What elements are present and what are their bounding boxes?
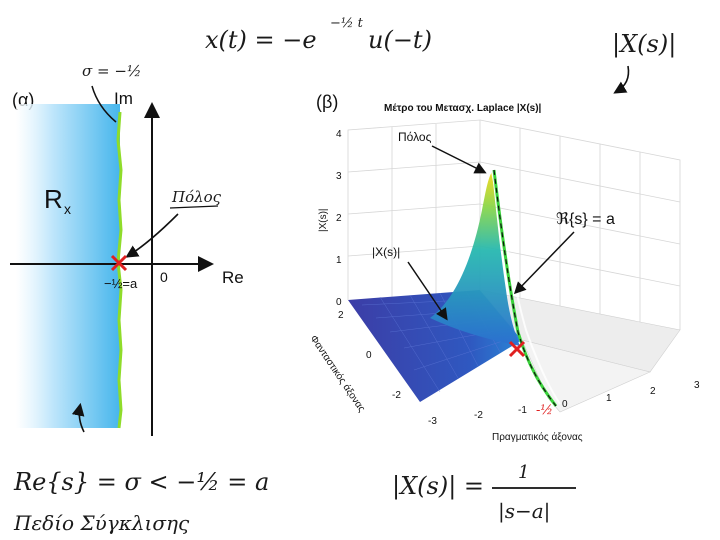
x-tick-2: 2 — [650, 386, 656, 397]
roc-caption: Πεδίο Σύγκλισης — [13, 511, 190, 535]
y-axis-label: Φανταστικός άξονας — [308, 333, 368, 414]
x-tick-neg2: -2 — [474, 410, 483, 421]
sigma-note-line — [91, 85, 117, 123]
y-tick-2: 2 — [338, 310, 344, 321]
magnitude-numerator: 1 — [518, 462, 529, 483]
roc-boundary-line — [116, 111, 123, 429]
plot-title: Μέτρο του Μετασχ. Laplace |X(s)| — [384, 103, 542, 114]
z-tick-2: 2 — [336, 213, 342, 224]
x-tick-0: 0 — [562, 399, 568, 410]
x-tick-1: 1 — [606, 393, 612, 404]
roc-condition: Re{s} = σ < −½ = a — [13, 468, 269, 496]
magnitude-note: |X(s)| — [612, 30, 676, 94]
z-tick-3: 3 — [336, 171, 342, 182]
time-signal-formula: x(t) = −e −½ t u(−t) — [205, 16, 432, 54]
pole-marker — [110, 254, 128, 272]
roc-pointer-arrow — [71, 402, 85, 433]
x-axis-label: Πραγματικός άξονας — [492, 431, 583, 443]
region-of-convergence — [16, 104, 120, 428]
re-label: Re — [222, 268, 244, 287]
x-tick-neg3: -3 — [428, 416, 437, 427]
plot-surface-label: |X(s)| — [372, 245, 400, 259]
x-tick-neg1: -1 — [518, 405, 527, 416]
panel-beta-label: (β) — [316, 92, 338, 112]
z-tick-0: 0 — [336, 297, 342, 308]
pole-value: −½=a — [104, 276, 138, 291]
im-label: Im — [114, 89, 133, 108]
formula-step: u(−t) — [368, 26, 432, 54]
z-axis: 0 1 2 3 4 |X(s)| — [318, 129, 342, 308]
x-tick-red-half: -½ — [536, 403, 553, 418]
plot-pole-marker — [508, 340, 526, 358]
formula-exponent: −½ t — [330, 16, 364, 31]
pole-note-underline — [169, 205, 219, 209]
y-tick-0: 0 — [366, 350, 372, 361]
plot-box-grid — [347, 119, 681, 330]
magnitude-lhs: |X(s)| = — [392, 472, 484, 501]
formula-lhs: x(t) = −e — [205, 26, 317, 54]
pole-note: Πόλος — [171, 188, 222, 206]
magnitude-formula: |X(s)| = 1 |s−a| — [392, 462, 576, 524]
plot-surface-arrow — [407, 261, 448, 321]
x-tick-3: 3 — [694, 380, 700, 391]
plot-re-arrow — [513, 231, 575, 295]
region-subscript: x — [64, 201, 71, 217]
plot-pole-label: Πόλος — [398, 130, 432, 144]
z-axis-label: |X(s)| — [318, 208, 329, 232]
origin-label: 0 — [160, 269, 168, 285]
boundary-dashed — [493, 169, 557, 407]
y-tick-minus-2: -2 — [392, 390, 401, 401]
pole-note-arrow — [125, 213, 179, 258]
x-axis: -3 -2 -1 0 1 2 3 -½ Πραγματικός άξονας — [428, 380, 700, 443]
magnitude-denominator: |s−a| — [498, 499, 550, 524]
z-tick-4: 4 — [336, 129, 342, 140]
surface-peak — [430, 172, 520, 346]
region-label: R — [44, 184, 63, 214]
plot-pole-arrow — [431, 145, 487, 174]
plot-re-label: ℜ{s} = a — [556, 211, 615, 228]
magnitude-note-text: |X(s)| — [612, 30, 676, 59]
sigma-note: σ = −½ — [82, 62, 141, 80]
magnitude-note-arrow — [613, 65, 630, 94]
z-tick-1: 1 — [336, 255, 342, 266]
panel-alpha: (α) Im Re 0 R x σ = −½ Πόλος −½=a — [10, 62, 244, 436]
panel-beta: (β) Μέτρο του Μετασχ. Laplace |X(s)| 0 1… — [308, 92, 700, 443]
